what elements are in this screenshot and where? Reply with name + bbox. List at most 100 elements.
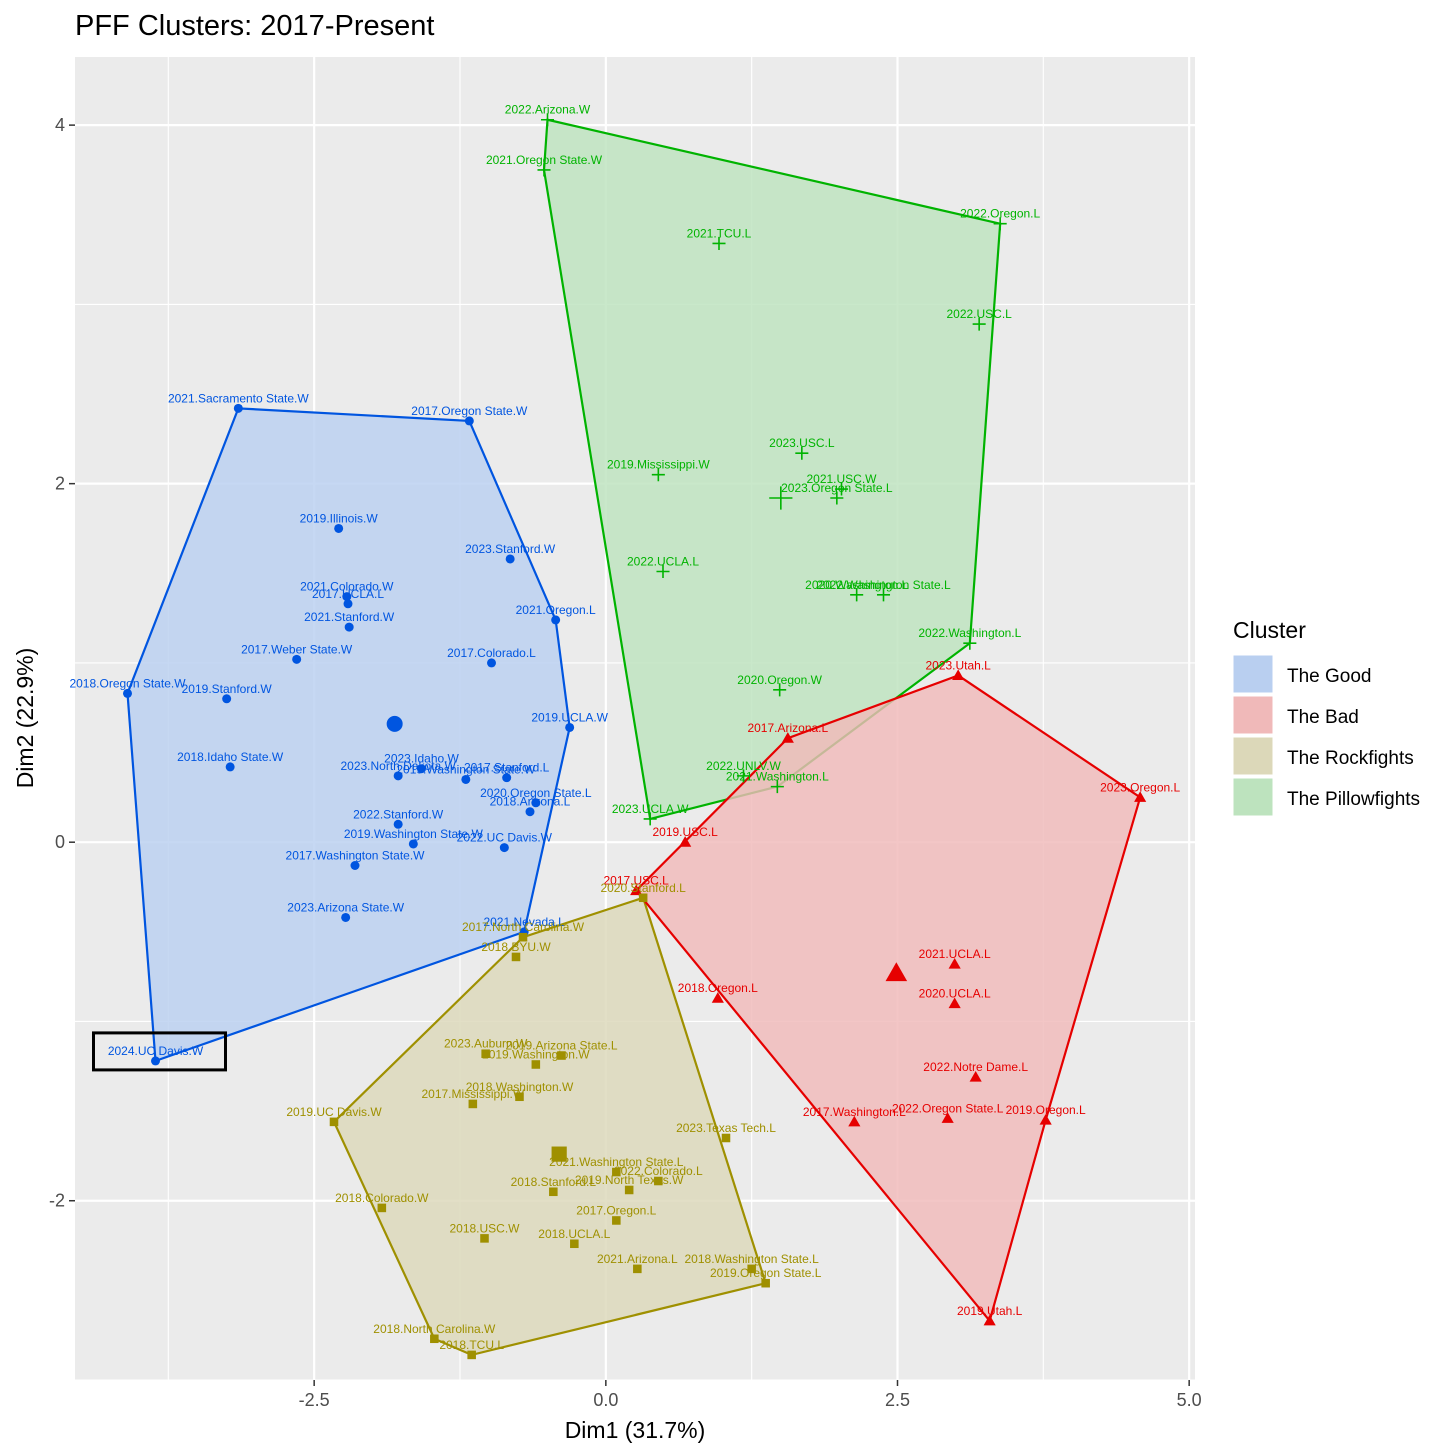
point-label: 2019.Mississippi.W (607, 458, 710, 472)
point-2019-arizona-state-l (557, 1051, 566, 1060)
point-2019-washington-state-w (461, 774, 471, 784)
point-2019-uc-davis-w (329, 1117, 339, 1127)
point-label: 2019.Illinois.W (300, 511, 379, 525)
point-2018-washington-state-l (747, 1264, 756, 1274)
point-label: 2023.Oregon.L (1100, 780, 1180, 794)
point-label: 2018.Washington.W (466, 1080, 574, 1094)
point-2021-sacramento-state-w (233, 403, 243, 413)
point-label: 2022.Oregon.L (960, 207, 1040, 221)
point-label: 2018.Idaho State.W (177, 750, 284, 764)
point-label: 2019.Washington State.W (396, 762, 536, 776)
point-label: 2019.USC.L (652, 825, 718, 839)
point-label: 2022.UNLV.W (706, 759, 781, 773)
point-2017-oregon-state-w (464, 416, 474, 426)
point-2022-uc-davis-w (499, 843, 509, 853)
point-label: 2017.Oregon State.W (411, 404, 528, 418)
point-label: 2018.USC.W (449, 1221, 520, 1235)
point-label: 2020.Stanford.L (600, 881, 686, 895)
point-label: 2021.Oregon State.W (486, 153, 603, 167)
point-label: 2017.Weber State.W (241, 642, 353, 656)
y-tick-label: 4 (55, 115, 65, 135)
point-2023-ucla-w (643, 812, 657, 826)
point-2022-washington-state-l (876, 588, 891, 602)
point-label: 2018.Colorado.W (335, 1191, 429, 1205)
point-label: 2022.Oregon State.L (892, 1101, 1004, 1115)
point-label: 2021.Sacramento State.W (168, 391, 309, 405)
point-label: 2021.Washington.L (726, 770, 829, 784)
point-label: 2022.Washington State.L (816, 578, 951, 592)
hull-the-good (126, 407, 571, 1063)
point-2019-mississippi-w (651, 468, 665, 482)
data-points (123, 113, 1147, 1360)
x-axis-title: Dim1 (31.7%) (565, 1417, 706, 1443)
legend-label-the-pillowfights: The Pillowfights (1287, 789, 1420, 810)
point-2022-unlv-w (736, 769, 751, 783)
point-2018-oregon-l (711, 992, 724, 1003)
point-2023-stanford-w (505, 554, 515, 564)
point-label: 2022.Notre Dame.L (923, 1060, 1028, 1074)
point-2017-mississippi-w (468, 1099, 478, 1109)
point-2021-arizona-l (633, 1264, 642, 1274)
point-label: 2023.Texas Tech.L (676, 1121, 776, 1135)
point-label: 2019.Washington.W (482, 1047, 590, 1061)
point-2018-arizona-l (525, 807, 535, 817)
point-2023-auburn-w (481, 1049, 490, 1059)
legend: Cluster The Good The Bad The Rockfights The… (1232, 617, 1420, 817)
legend-key-the-good (1232, 654, 1274, 694)
point-2023-idaho-w (417, 764, 426, 774)
point-label: 2020.Oregon.W (737, 673, 822, 687)
point-2021-colorado-w (342, 592, 352, 602)
point-2023-usc-l (795, 446, 809, 460)
point-2019-stanford-w (222, 694, 232, 704)
point-2017-washington-state-w (350, 861, 360, 870)
point-label: 2017.North Carolina.W (462, 920, 585, 934)
point-label: 2017.Stanford.L (464, 761, 550, 775)
centroid-the-good (386, 715, 403, 732)
point-label: 2021.UCLA.L (919, 947, 991, 961)
point-2017-oregon-l (612, 1216, 621, 1225)
point-2024-uc-davis-w (151, 1056, 160, 1066)
point-2023-oregon-state-l (830, 491, 844, 505)
x-tick-label: 5.0 (1177, 1390, 1202, 1410)
x-axis-ticks: -2.5 0.0 2.5 5.0 (299, 1380, 1202, 1410)
point-label: 2022.Stanford.W (353, 807, 444, 821)
point-label: 2022.UC Davis.W (457, 831, 553, 845)
legend-label-the-good: The Good (1287, 666, 1372, 687)
point-2017-washington-l (848, 1115, 861, 1127)
point-label: 2020.UCLA.L (919, 987, 991, 1001)
point-label: 2024.UC Davis.W (108, 1044, 204, 1058)
centroid-the-bad (885, 962, 908, 982)
point-label: 2017.Arizona.L (747, 721, 828, 735)
point-label: 2023.Oregon State.L (781, 481, 893, 495)
point-2022-colorado-l (654, 1176, 663, 1186)
point-2021-tcu-l (712, 236, 726, 250)
point-2019-illinois-w (334, 523, 344, 533)
legend-key-the-bad (1232, 695, 1274, 735)
point-2021-oregon-l (551, 615, 561, 625)
point-2019-oregon-l (1039, 1113, 1052, 1125)
point-label: 2018.North Carolina.W (373, 1322, 496, 1336)
point-2022-notre-dame-l (969, 1070, 982, 1082)
point-label: 2022.Colorado.L (614, 1164, 703, 1178)
point-2017-arizona-l (781, 732, 794, 743)
legend-label-the-bad: The Bad (1287, 707, 1359, 728)
point-label: 2021.TCU.L (687, 226, 752, 240)
point-2022-oregon-state-l (941, 1112, 954, 1123)
point-2018-tcu-l (467, 1350, 476, 1360)
point-2018-north-carolina-w (430, 1334, 439, 1344)
x-tick-label: 0.0 (593, 1390, 618, 1410)
point-label: 2022.Washington.L (918, 626, 1021, 640)
cluster-hulls (126, 118, 1142, 1357)
point-label: 2022.UCLA.L (627, 555, 699, 569)
point-label: 2017.Mississippi.W (421, 1087, 524, 1101)
point-2019-utah-l (983, 1314, 996, 1326)
highlight-box (92, 1031, 227, 1072)
point-label: 2018.Oregon State.W (69, 676, 186, 690)
point-label: 2023.UCLA.W (612, 802, 689, 816)
point-2019-ucla-w (565, 722, 575, 732)
point-label: 2018.Oregon.L (678, 981, 758, 995)
point-2018-oregon-state-w (123, 688, 132, 698)
point-2022-arizona-w (540, 113, 555, 127)
point-2020-stanford-l (638, 893, 648, 903)
point-label: 2018.UCLA.L (538, 1227, 610, 1241)
